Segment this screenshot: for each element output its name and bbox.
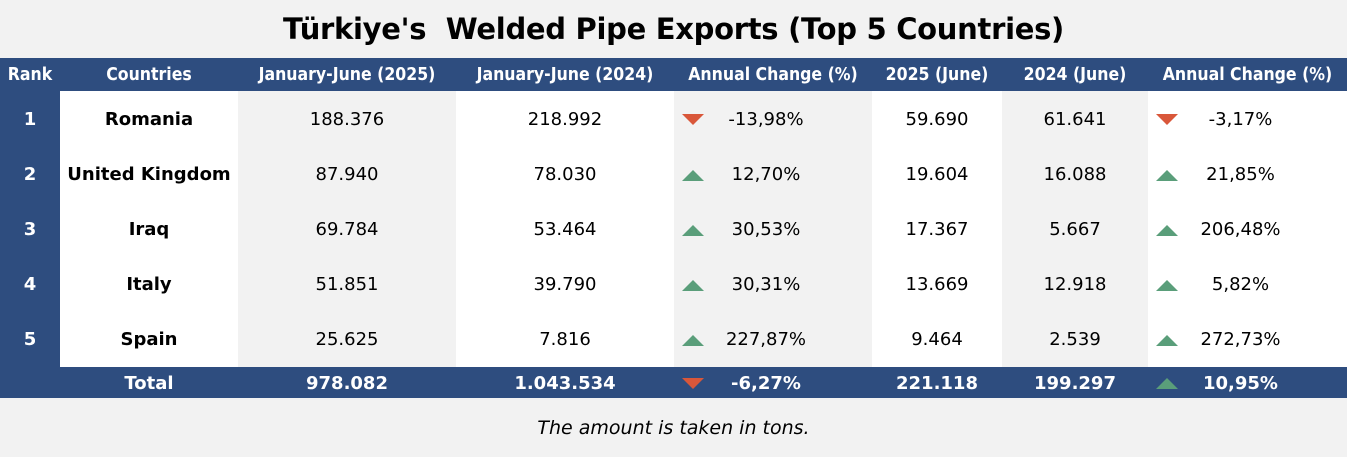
jan-jun-2024-cell: 78.030 xyxy=(456,147,674,202)
table-row: 2 United Kingdom 87.940 78.030 12,70% 19.604 1… xyxy=(0,147,1347,202)
column-header-annual-change-h1: Annual Change (%) xyxy=(674,58,872,91)
column-header-june-2024: 2024 (June) xyxy=(1002,58,1148,91)
rank-cell: 4 xyxy=(0,257,60,312)
change-h1-arrow-icon xyxy=(674,257,704,312)
total-change-june: 10,95% xyxy=(1178,367,1347,399)
june-2025-cell: 9.464 xyxy=(872,312,1002,367)
footer-note: The amount is taken in tons. xyxy=(0,398,1347,457)
jan-jun-2025-cell: 188.376 xyxy=(238,91,456,147)
table-title: Türkiye's Welded Pipe Exports (Top 5 Cou… xyxy=(0,0,1347,58)
change-june-cell: 272,73% xyxy=(1178,312,1347,367)
triangle-up-icon xyxy=(682,169,704,181)
country-cell: Iraq xyxy=(60,202,238,257)
change-h1-cell: -13,98% xyxy=(704,91,872,147)
triangle-up-icon xyxy=(682,279,704,291)
jan-jun-2025-cell: 25.625 xyxy=(238,312,456,367)
column-header-annual-change-june: Annual Change (%) xyxy=(1148,58,1347,91)
total-row: Total 978.082 1.043.534 -6,27% 221.118 1… xyxy=(0,367,1347,399)
change-h1-cell: 30,31% xyxy=(704,257,872,312)
jan-jun-2024-cell: 39.790 xyxy=(456,257,674,312)
rank-cell: 1 xyxy=(0,91,60,147)
change-june-cell: 5,82% xyxy=(1178,257,1347,312)
change-june-cell: 21,85% xyxy=(1178,147,1347,202)
triangle-up-icon xyxy=(682,224,704,236)
total-june-2024: 199.297 xyxy=(1002,367,1148,399)
table-row: 4 Italy 51.851 39.790 30,31% 13.669 12.918 5,82… xyxy=(0,257,1347,312)
june-2025-cell: 19.604 xyxy=(872,147,1002,202)
table-row: 5 Spain 25.625 7.816 227,87% 9.464 2.539 272,73… xyxy=(0,312,1347,367)
june-2025-cell: 17.367 xyxy=(872,202,1002,257)
change-h1-arrow-icon xyxy=(674,312,704,367)
change-h1-arrow-icon xyxy=(674,91,704,147)
jan-jun-2025-cell: 51.851 xyxy=(238,257,456,312)
total-rank-cell xyxy=(0,367,60,399)
exports-table: Rank Countries January-June (2025) Janua… xyxy=(0,58,1347,399)
change-june-arrow-icon xyxy=(1148,312,1178,367)
jan-jun-2025-cell: 87.940 xyxy=(238,147,456,202)
total-label: Total xyxy=(60,367,238,399)
total-june-2025: 221.118 xyxy=(872,367,1002,399)
june-2024-cell: 61.641 xyxy=(1002,91,1148,147)
column-header-rank: Rank xyxy=(0,58,60,91)
triangle-up-icon xyxy=(682,334,704,346)
change-h1-cell: 227,87% xyxy=(704,312,872,367)
june-2024-cell: 5.667 xyxy=(1002,202,1148,257)
table-row: 3 Iraq 69.784 53.464 30,53% 17.367 5.667 206,48… xyxy=(0,202,1347,257)
triangle-down-icon xyxy=(682,378,704,389)
change-h1-cell: 12,70% xyxy=(704,147,872,202)
rank-cell: 2 xyxy=(0,147,60,202)
june-2025-cell: 13.669 xyxy=(872,257,1002,312)
june-2024-cell: 12.918 xyxy=(1002,257,1148,312)
header-row: Rank Countries January-June (2025) Janua… xyxy=(0,58,1347,91)
triangle-up-icon xyxy=(1156,169,1178,181)
change-h1-arrow-icon xyxy=(674,147,704,202)
total-change-h1: -6,27% xyxy=(704,367,872,399)
column-header-jan-jun-2025: January-June (2025) xyxy=(238,58,456,91)
change-june-arrow-icon xyxy=(1148,257,1178,312)
triangle-down-icon xyxy=(1156,114,1178,125)
jan-jun-2025-cell: 69.784 xyxy=(238,202,456,257)
triangle-up-icon xyxy=(1156,279,1178,291)
triangle-up-icon xyxy=(1156,334,1178,346)
total-change-june-arrow-icon xyxy=(1148,367,1178,399)
change-june-arrow-icon xyxy=(1148,202,1178,257)
column-header-june-2025: 2025 (June) xyxy=(872,58,1002,91)
table-row: 1 Romania 188.376 218.992 -13,98% 59.690 61.64… xyxy=(0,91,1347,147)
triangle-down-icon xyxy=(682,114,704,125)
june-2025-cell: 59.690 xyxy=(872,91,1002,147)
total-jan-jun-2025: 978.082 xyxy=(238,367,456,399)
jan-jun-2024-cell: 7.816 xyxy=(456,312,674,367)
rank-cell: 5 xyxy=(0,312,60,367)
change-h1-cell: 30,53% xyxy=(704,202,872,257)
triangle-up-icon xyxy=(1156,224,1178,236)
change-june-arrow-icon xyxy=(1148,91,1178,147)
triangle-up-icon xyxy=(1156,378,1178,389)
column-header-jan-jun-2024: January-June (2024) xyxy=(456,58,674,91)
change-h1-arrow-icon xyxy=(674,202,704,257)
country-cell: Spain xyxy=(60,312,238,367)
change-june-cell: -3,17% xyxy=(1178,91,1347,147)
jan-jun-2024-cell: 53.464 xyxy=(456,202,674,257)
jan-jun-2024-cell: 218.992 xyxy=(456,91,674,147)
country-cell: Italy xyxy=(60,257,238,312)
change-june-arrow-icon xyxy=(1148,147,1178,202)
rank-cell: 3 xyxy=(0,202,60,257)
column-header-countries: Countries xyxy=(60,58,238,91)
change-june-cell: 206,48% xyxy=(1178,202,1347,257)
june-2024-cell: 16.088 xyxy=(1002,147,1148,202)
june-2024-cell: 2.539 xyxy=(1002,312,1148,367)
total-jan-jun-2024: 1.043.534 xyxy=(456,367,674,399)
country-cell: United Kingdom xyxy=(60,147,238,202)
country-cell: Romania xyxy=(60,91,238,147)
total-change-h1-arrow-icon xyxy=(674,367,704,399)
